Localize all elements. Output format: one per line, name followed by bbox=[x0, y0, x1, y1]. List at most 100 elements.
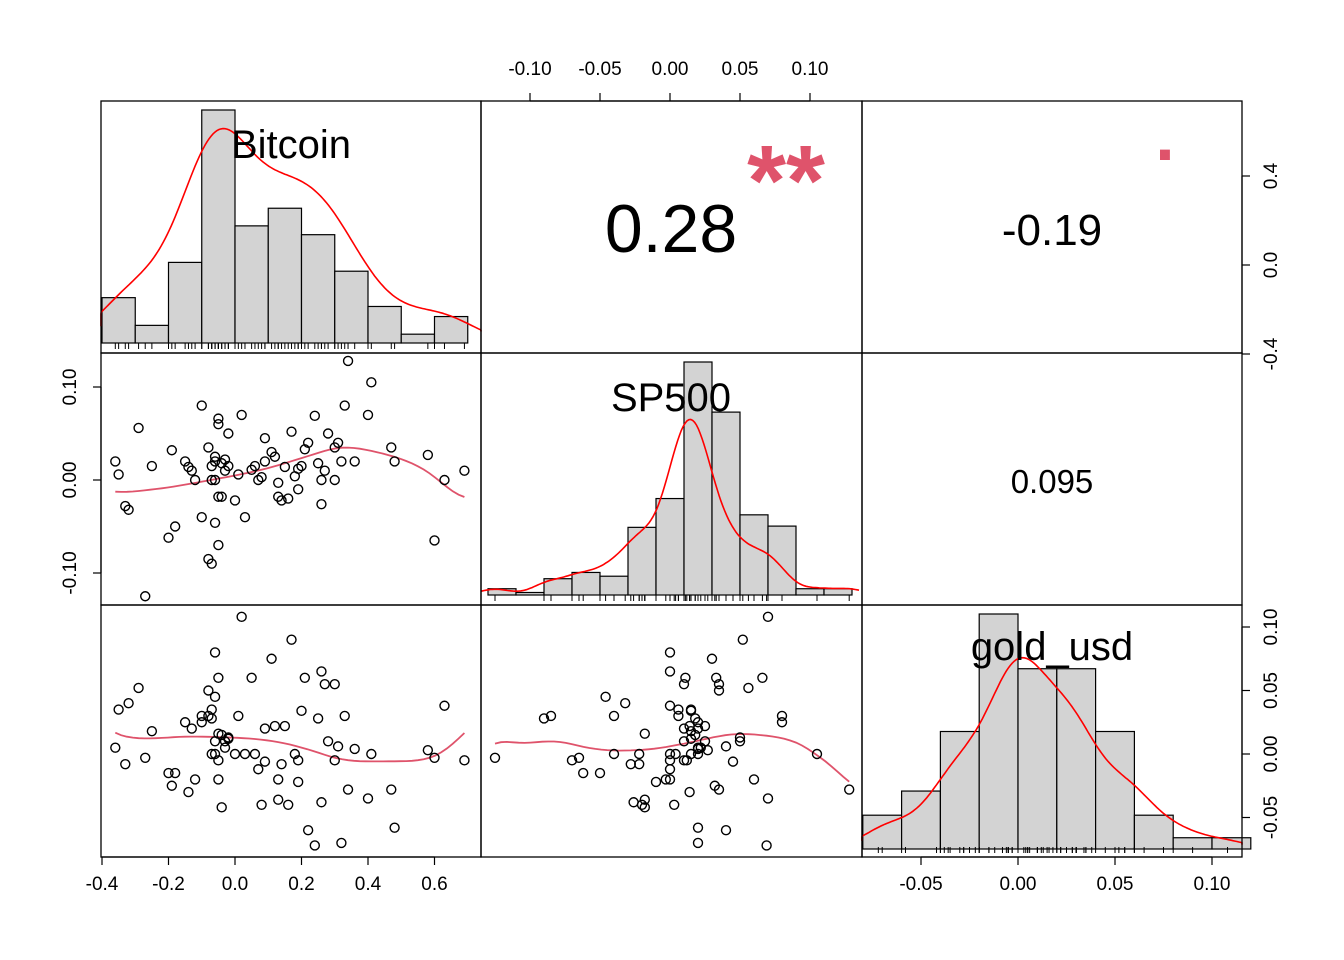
bitcoin-sp500-point bbox=[196, 512, 207, 523]
bitcoin-gold-point bbox=[386, 784, 397, 795]
gold-hist-bar bbox=[978, 613, 1019, 850]
bottom-bitcoin-tick-label: 0.4 bbox=[355, 874, 382, 895]
bottom-bitcoin-tick-label: -0.2 bbox=[152, 874, 185, 895]
bitcoin-gold-point bbox=[110, 742, 121, 753]
bitcoin-sp500-point bbox=[179, 456, 191, 467]
right-bitcoin-tick-label: 0.4 bbox=[1261, 162, 1282, 189]
bitcoin-gold-point bbox=[249, 748, 261, 760]
sp500-gold-point bbox=[545, 710, 557, 722]
bitcoin-gold-point bbox=[269, 720, 281, 732]
bitcoin-gold-point bbox=[209, 647, 221, 658]
sp500-gold-point bbox=[811, 748, 823, 760]
bitcoin-hist-bar bbox=[433, 315, 469, 344]
diag-label-sp500: SP500 bbox=[611, 376, 731, 420]
bitcoin-hist-bar bbox=[101, 297, 136, 344]
sp500-gold-point bbox=[702, 744, 713, 756]
bitcoin-gold-point bbox=[389, 822, 400, 833]
bitcoin-gold-point bbox=[459, 755, 470, 766]
bitcoin-hist-bar bbox=[367, 305, 402, 344]
bitcoin-sp500-point bbox=[362, 409, 374, 421]
sp500-gold-point bbox=[669, 799, 680, 810]
bitcoin-hist-bar bbox=[167, 261, 203, 344]
curve-layer bbox=[100, 127, 1243, 853]
sp500-gold-point bbox=[664, 666, 676, 677]
left-sp500-tick-label: -0.10 bbox=[60, 551, 81, 594]
bitcoin-gold-point bbox=[213, 774, 224, 785]
corr-value-bitcoin-gold: -0.19 bbox=[1002, 206, 1102, 255]
sp500-gold-point bbox=[578, 767, 589, 779]
left-sp500-tick-label: 0.00 bbox=[60, 462, 81, 499]
bitcoin-sp500-point bbox=[292, 484, 304, 495]
bitcoin-sp500-point bbox=[209, 456, 221, 467]
bitcoin-gold-point bbox=[253, 764, 264, 775]
bitcoin-gold-point bbox=[113, 704, 124, 715]
bitcoin-gold-point bbox=[186, 723, 197, 734]
sp500-hist-bar bbox=[795, 588, 825, 596]
sp500-gold-point bbox=[608, 748, 620, 760]
bitcoin-sp500-point bbox=[110, 456, 121, 467]
bitcoin-sp500-point bbox=[302, 437, 314, 448]
bitcoin-gold-point bbox=[206, 748, 217, 760]
bitcoin-gold-point bbox=[236, 611, 247, 623]
bitcoin-gold-point bbox=[292, 776, 304, 788]
bottom-gold-tick-label: -0.05 bbox=[899, 874, 942, 895]
bitcoin-sp500-smooth-line bbox=[115, 446, 465, 498]
bitcoin-sp500-point bbox=[336, 456, 347, 467]
sp500-gold-point bbox=[670, 748, 681, 760]
corr-stars-bitcoin-gold: . bbox=[1155, 97, 1174, 175]
bottom-bitcoin-tick-label: 0.2 bbox=[288, 874, 314, 895]
bitcoin-gold-point bbox=[266, 653, 277, 664]
gold-hist-bar bbox=[1056, 668, 1097, 850]
sp500-gold-point bbox=[620, 698, 631, 709]
sp500-gold-point bbox=[692, 822, 704, 833]
bitcoin-sp500-point bbox=[213, 419, 224, 430]
bitcoin-sp500-point bbox=[429, 535, 440, 546]
bitcoin-sp500-point bbox=[189, 474, 201, 486]
bitcoin-gold-point bbox=[336, 837, 347, 849]
axes-layer: -0.10 -0.05 0.00 0.05 0.10 -0.4 -0.2 0.0 0.2 0.4 0… bbox=[60, 59, 1282, 895]
sp500-hist-bar bbox=[599, 575, 629, 596]
bitcoin-gold-point bbox=[203, 685, 214, 696]
bitcoin-gold-point bbox=[279, 720, 291, 732]
bitcoin-gold-point bbox=[276, 758, 287, 770]
sp500-hist-bar bbox=[655, 497, 685, 596]
bitcoin-sp500-point bbox=[332, 437, 344, 448]
sp500-gold-point bbox=[685, 733, 697, 744]
sp500-gold-point bbox=[761, 840, 772, 851]
bottom-gold-tick-label: 0.10 bbox=[1194, 874, 1231, 895]
sp500-hist-bar bbox=[739, 514, 769, 596]
top-sp500-tick-label: 0.10 bbox=[792, 59, 829, 80]
sp500-gold-point bbox=[762, 793, 774, 804]
sp500-gold-point bbox=[684, 786, 695, 798]
panel-frame-2-1 bbox=[480, 604, 863, 858]
diag-label-gold-usd: gold_usd bbox=[971, 625, 1133, 669]
bitcoin-gold-point bbox=[273, 774, 284, 785]
sp500-gold-point bbox=[664, 774, 676, 785]
bitcoin-sp500-point bbox=[236, 409, 247, 421]
bitcoin-gold-point bbox=[316, 797, 327, 808]
sp500-gold-point bbox=[566, 755, 578, 766]
bitcoin-gold-point bbox=[196, 710, 207, 722]
gold-density-line bbox=[861, 656, 1243, 845]
bitcoin-sp500-point bbox=[233, 469, 244, 480]
sp500-gold-point bbox=[720, 741, 732, 752]
bitcoin-sp500-point bbox=[292, 463, 304, 475]
bitcoin-gold-point bbox=[140, 752, 151, 764]
bitcoin-gold-point bbox=[366, 748, 377, 760]
sp500-gold-point bbox=[748, 774, 760, 785]
bitcoin-gold-point bbox=[362, 793, 374, 804]
bitcoin-gold-point bbox=[322, 736, 334, 747]
sp500-gold-point bbox=[673, 710, 684, 722]
bitcoin-sp500-point bbox=[216, 491, 227, 502]
sp500-gold-point bbox=[634, 748, 645, 760]
panel-frames bbox=[100, 100, 1243, 858]
bitcoin-gold-point bbox=[422, 744, 434, 756]
sp500-gold-point bbox=[706, 653, 718, 664]
corr-stars-bitcoin-sp500: ** bbox=[747, 125, 825, 237]
bitcoin-hist-bar bbox=[300, 234, 336, 344]
sp500-gold-point bbox=[692, 748, 704, 760]
sp500-gold-point bbox=[692, 837, 704, 849]
bitcoin-gold-point bbox=[223, 732, 234, 743]
bitcoin-gold-point bbox=[289, 748, 301, 760]
